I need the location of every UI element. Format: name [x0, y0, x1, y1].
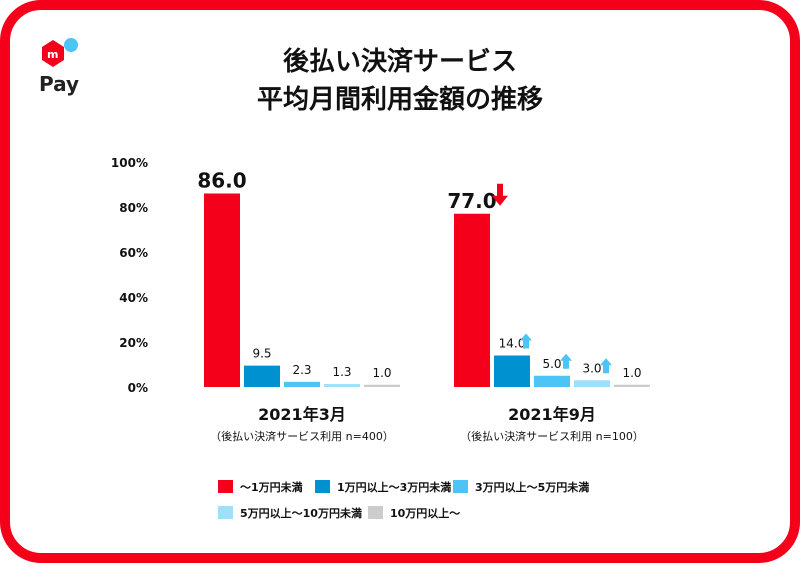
bar [364, 384, 400, 387]
legend-swatch [218, 480, 233, 493]
y-tick-label: 20% [119, 336, 148, 350]
logo-text: Pay [39, 72, 79, 96]
legend-swatch [453, 480, 468, 493]
data-label: 9.5 [252, 347, 271, 361]
data-label: 1.3 [332, 365, 351, 379]
legend-swatch [218, 506, 233, 519]
legend-swatch [315, 480, 330, 493]
pay-logo: m Pay [39, 38, 79, 96]
logo-mark: m [47, 48, 58, 61]
logo-box-icon [42, 40, 64, 67]
bar [244, 365, 280, 387]
legend-label: 5万円以上～10万円未満 [240, 506, 362, 520]
y-tick-label: 100% [111, 156, 148, 170]
legend-label: ～1万円未満 [240, 480, 303, 494]
data-label: 3.0 [582, 361, 601, 375]
data-label: 2.3 [292, 363, 311, 377]
legend-label: 3万円以上～5万円未満 [475, 480, 589, 494]
up-arrow-icon [520, 333, 532, 349]
logo-dot-icon [64, 38, 78, 52]
chart-title-line: 後払い決済サービス [283, 46, 517, 77]
bar [284, 381, 320, 387]
up-arrow-icon [560, 353, 572, 369]
data-label: 14.0 [499, 337, 526, 351]
bar [324, 384, 360, 387]
bar [574, 380, 610, 387]
bar [494, 355, 530, 387]
down-arrow-icon [492, 183, 508, 206]
bar [454, 213, 490, 387]
bar [204, 193, 240, 387]
up-arrow-icon [600, 358, 612, 374]
group-label: 2021年9月 [508, 405, 596, 424]
legend-label: 10万円以上～ [390, 506, 460, 520]
legend-label: 1万円以上～3万円未満 [337, 480, 451, 494]
y-tick-label: 40% [119, 291, 148, 305]
data-label: 1.0 [622, 366, 641, 380]
group-sublabel: （後払い決済サービス利用 n=400） [210, 429, 394, 443]
group-label: 2021年3月 [258, 405, 346, 424]
y-tick-label: 60% [119, 246, 148, 260]
data-label: 86.0 [197, 169, 246, 193]
data-label: 1.0 [372, 366, 391, 380]
bar [614, 384, 650, 387]
data-label: 77.0 [447, 189, 496, 213]
group-sublabel: （後払い決済サービス利用 n=100） [460, 429, 644, 443]
legend-swatch [368, 506, 383, 519]
data-label: 5.0 [542, 357, 561, 371]
y-tick-label: 80% [119, 201, 148, 215]
bar [534, 375, 570, 387]
chart-title-line: 平均月間利用金額の推移 [257, 84, 543, 115]
y-tick-label: 0% [128, 381, 148, 395]
